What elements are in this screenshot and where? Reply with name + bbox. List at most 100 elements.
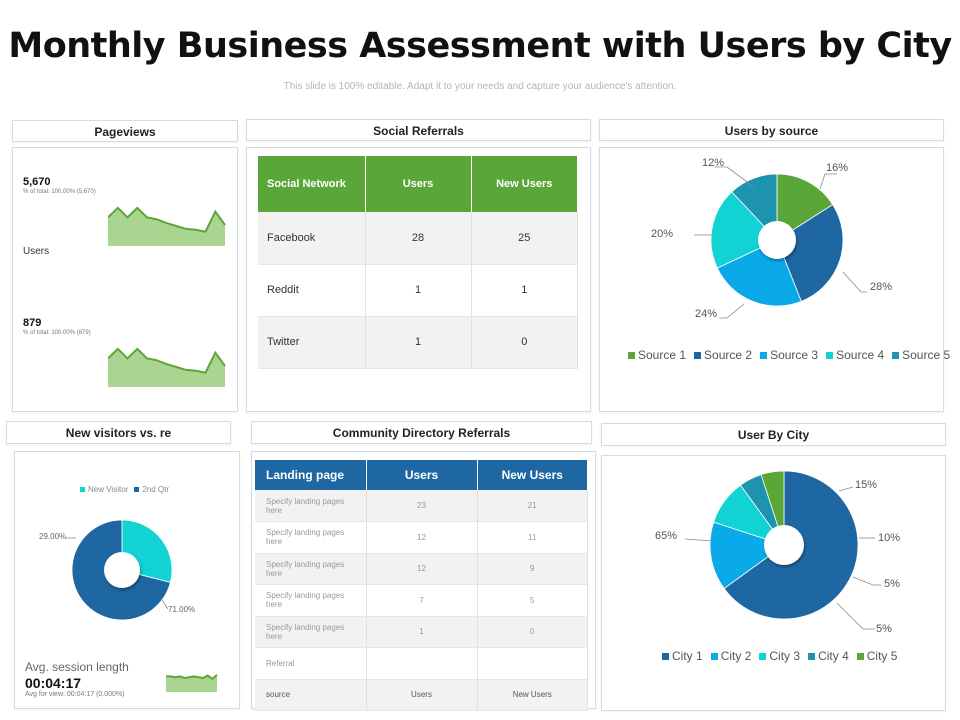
legend-label: Source 4 (836, 348, 885, 362)
pie-label: 5% (876, 623, 892, 635)
area-fill (108, 207, 225, 246)
table-cell: source (255, 679, 367, 711)
table-cell: Users (366, 679, 478, 711)
table-row: Facebook 28 25 (258, 212, 578, 265)
table-cell: 1 (366, 616, 478, 648)
table-row: Specify landing pages here 23 21 (255, 490, 588, 522)
table-cell: 0 (477, 616, 588, 648)
legend-item: City 5 (856, 649, 898, 663)
table-cell: 12 (366, 553, 478, 585)
users-by-source-legend: Source 1 Source 2 Source 3 Source 4 Sour… (628, 348, 950, 362)
table-cell: 11 (477, 521, 588, 554)
legend-item: Source 1 (628, 348, 686, 362)
legend-swatch (856, 652, 864, 660)
table-cell: New Users (477, 679, 588, 711)
legend-swatch (759, 652, 767, 660)
legend-swatch (694, 351, 702, 359)
table-cell: Specify landing pages here (255, 584, 367, 617)
table-cell: 0 (471, 316, 578, 369)
legend-swatch (808, 652, 816, 660)
leader-line (842, 271, 867, 293)
legend-item: City 3 (759, 649, 800, 663)
avg-session-sparkline (166, 674, 218, 692)
pie-slice (731, 173, 778, 242)
legend-swatch (628, 351, 635, 359)
column-header: New Users (471, 156, 578, 212)
table-cell: Twitter (258, 316, 366, 369)
user-by-city-header: User By City (601, 423, 946, 446)
pageviews-header: Pageviews (12, 120, 238, 142)
pie-slice (710, 191, 778, 269)
pie-center-hole (104, 552, 140, 588)
column-header: Social Network (258, 156, 366, 212)
pie-label: 29.00% (39, 532, 67, 541)
legend-label: Source 1 (638, 348, 687, 362)
pie-label: 10% (878, 532, 901, 544)
community-header: Community Directory Referrals (251, 421, 592, 444)
legend-item: City 1 (662, 649, 703, 663)
table-cell: 1 (365, 264, 472, 317)
legend-label: Source 5 (902, 348, 951, 362)
table-cell: 1 (471, 264, 578, 317)
pie-center-hole (764, 525, 804, 565)
table-header-row: Social Network Users New Users (258, 156, 578, 212)
legend-swatch (134, 487, 140, 492)
legend-label: New Visitor (88, 485, 129, 494)
column-header: New Users (477, 460, 588, 490)
table-cell: Reddit (258, 264, 366, 317)
table-cell: 9 (477, 553, 588, 585)
table-row: Specify landing pages here 7 5 (255, 584, 588, 617)
legend-item: City 2 (710, 649, 752, 663)
page-subtitle: This slide is 100% editable. Adapt it to… (283, 81, 677, 92)
column-header: Landing page (255, 460, 367, 490)
table-cell: 28 (365, 212, 472, 265)
pie-slice (709, 521, 785, 590)
legend-label: Source 2 (704, 348, 753, 362)
pageviews-sub: % of total: 100.00% (5,670) (23, 189, 96, 195)
legend-label: City 4 (818, 649, 849, 663)
user-by-city-pie (684, 470, 881, 630)
table-cell: 7 (366, 584, 478, 617)
legend-label: City 1 (672, 649, 703, 663)
leader-line (684, 538, 714, 542)
legend-label: City 2 (720, 649, 752, 663)
table-cell: 23 (366, 490, 478, 522)
table-header-row: Landing page Users New Users (255, 460, 588, 490)
legend-swatch (662, 652, 669, 660)
legend-item: New Visitor (80, 485, 128, 494)
leader-line (838, 486, 854, 492)
legend-label: Source 3 (770, 348, 819, 362)
pie-center-hole (758, 221, 796, 259)
pie-label: 20% (651, 228, 674, 240)
community-table: Landing page Users New Users Specify lan… (255, 460, 588, 711)
legend-label: City 5 (866, 649, 898, 663)
legend-swatch (892, 351, 900, 359)
avg-session-label: Avg. session length (25, 660, 129, 674)
users-label: Users (23, 246, 50, 257)
legend-item: Source 4 (826, 348, 884, 362)
table-cell: Specify landing pages here (255, 553, 367, 585)
avg-session-sub: Avg for view: 00:04:17 (0.000%) (25, 691, 125, 698)
new-visitors-legend: New Visitor 2nd Qtr (80, 485, 169, 494)
legend-label: 2nd Qtr (142, 485, 169, 494)
table-cell (477, 647, 588, 680)
table-cell: Specify landing pages here (255, 616, 367, 648)
column-header: Users (365, 156, 472, 212)
pageviews-value: 5,670 (23, 176, 51, 188)
leader-line (819, 173, 837, 190)
table-cell: Specify landing pages here (255, 521, 367, 554)
table-cell: Facebook (258, 212, 366, 265)
leader-line (836, 602, 875, 630)
pie-label: 28% (870, 281, 893, 293)
legend-swatch (710, 652, 718, 660)
legend-item: Source 3 (760, 348, 818, 362)
users-sparkline (108, 347, 226, 387)
column-header: Users (366, 460, 478, 490)
table-cell: 1 (365, 316, 472, 369)
table-row: Specify landing pages here 12 9 (255, 553, 588, 585)
pie-slice (776, 204, 844, 302)
table-cell: 21 (477, 490, 588, 522)
table-cell: 5 (477, 584, 588, 617)
users-sub: % of total: 100.00% (879) (23, 330, 91, 336)
table-cell: 12 (366, 521, 478, 554)
